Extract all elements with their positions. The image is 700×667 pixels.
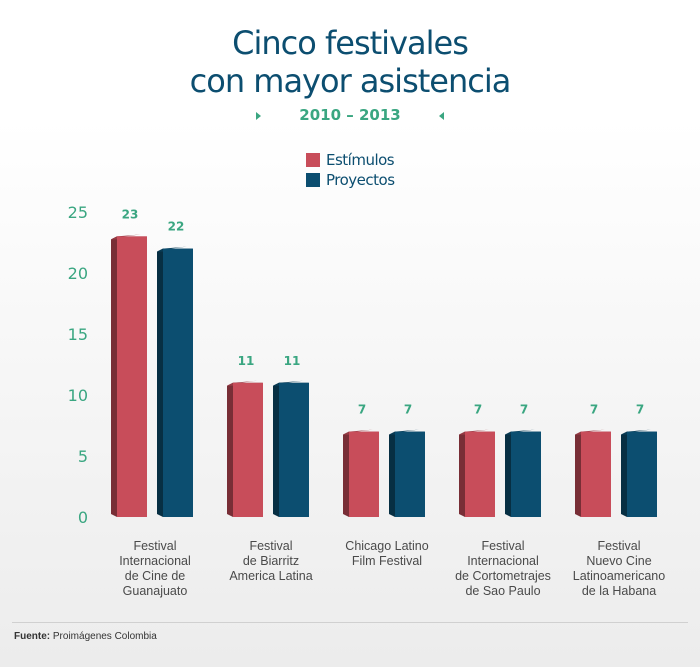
x-tick-label: de la Habana <box>582 584 656 598</box>
bar-proyectos <box>511 431 541 517</box>
x-tick-label: Festival <box>597 539 640 553</box>
bar-estimulos <box>349 431 379 517</box>
chart-title-line-1: Cinco festivales <box>232 24 469 62</box>
bar-side <box>621 431 627 517</box>
data-label: 7 <box>520 403 528 417</box>
legend-swatch-estimulos <box>306 153 320 167</box>
legend-label-proyectos: Proyectos <box>326 171 395 189</box>
y-tick-label: 15 <box>68 325 88 344</box>
data-label: 7 <box>474 403 482 417</box>
data-label: 22 <box>168 220 185 234</box>
bar-side <box>157 248 163 517</box>
bar-side <box>575 431 581 517</box>
year-range: 2010 – 2013 <box>299 106 401 124</box>
bar-estimulos <box>233 382 263 517</box>
chart-title-line-2: con mayor asistencia <box>189 62 512 100</box>
x-tick-label: de Cine de <box>125 569 186 583</box>
y-tick-label: 0 <box>78 508 88 527</box>
bar-side <box>505 431 511 517</box>
x-tick-label: Festival <box>133 539 176 553</box>
legend-label-estimulos: Estímulos <box>326 151 395 169</box>
legend-item-estimulos: Estímulos <box>306 150 395 170</box>
x-tick-label: de Cortometrajes <box>455 569 551 583</box>
data-label: 11 <box>284 354 301 368</box>
bar-proyectos <box>395 431 425 517</box>
y-tick-label: 5 <box>78 447 88 466</box>
x-tick-label: de Sao Paulo <box>465 584 540 598</box>
bar-side <box>459 431 465 517</box>
data-label: 7 <box>590 403 598 417</box>
x-tick-label: Guanajuato <box>123 584 188 598</box>
data-label: 23 <box>122 207 139 221</box>
x-tick-label: Festival <box>481 539 524 553</box>
footer-divider <box>12 622 688 623</box>
bar-proyectos <box>163 248 193 517</box>
bar-estimulos <box>465 431 495 517</box>
bar-proyectos <box>279 382 309 517</box>
x-tick-label: Festival <box>249 539 292 553</box>
x-tick-label: Film Festival <box>352 554 422 568</box>
source-label: Fuente: <box>14 631 51 642</box>
x-tick-label: Chicago Latino <box>345 539 428 553</box>
source-text: Proimágenes Colombia <box>52 631 157 642</box>
x-tick-label: Latinoamericano <box>573 569 665 583</box>
bar-side <box>111 236 117 517</box>
data-label: 7 <box>404 403 412 417</box>
y-tick-label: 25 <box>68 203 88 222</box>
x-tick-label: Internacional <box>119 554 191 568</box>
triangle-left-icon <box>438 111 444 120</box>
x-tick-label: Nuevo Cine <box>586 554 651 568</box>
chart-subtitle: 2010 – 2013 <box>0 106 700 124</box>
chart-title: Cinco festivales con mayor asistencia <box>0 24 700 100</box>
data-label: 7 <box>358 403 366 417</box>
y-tick-label: 20 <box>68 264 88 283</box>
bar-estimulos <box>581 431 611 517</box>
legend-item-proyectos: Proyectos <box>306 170 395 190</box>
x-tick-label: America Latina <box>229 569 312 583</box>
x-tick-label: Internacional <box>467 554 539 568</box>
bar-side <box>227 382 233 517</box>
y-tick-label: 10 <box>68 386 88 405</box>
bar-estimulos <box>117 236 147 517</box>
bar-side <box>343 431 349 517</box>
triangle-right-icon <box>256 111 262 120</box>
x-tick-label: de Biarritz <box>243 554 299 568</box>
data-label: 11 <box>238 354 255 368</box>
legend: Estímulos Proyectos <box>306 150 395 190</box>
bar-side <box>389 431 395 517</box>
legend-swatch-proyectos <box>306 173 320 187</box>
source-note: Fuente: Proimágenes Colombia <box>14 631 157 642</box>
bar-side <box>273 382 279 517</box>
bar-proyectos <box>627 431 657 517</box>
data-label: 7 <box>636 403 644 417</box>
